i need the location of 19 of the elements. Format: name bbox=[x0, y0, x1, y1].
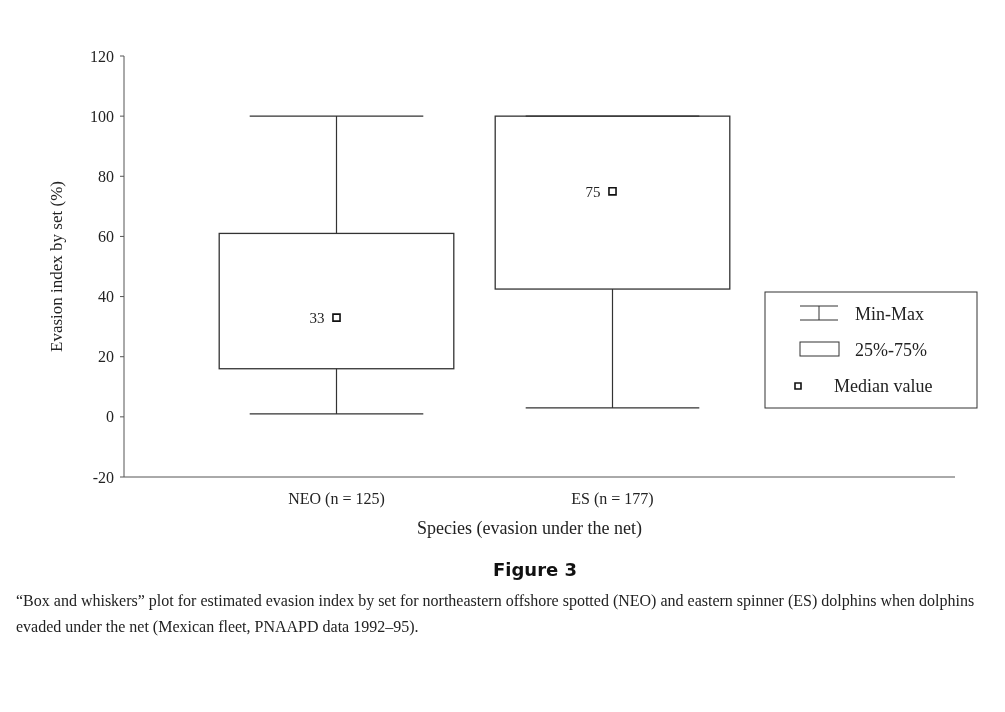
x-tick-label: ES (n = 177) bbox=[571, 490, 654, 508]
text: “Box and whiskers” plot for estimated evasion index by set for northeastern offshore spotted (NEO) and eastern spinner (ES) dolphins when dolphins evaded under the net (Mexican fleet, PNAAPD data 1992–95). bbox=[16, 592, 975, 636]
x-tick-label: NEO (n = 125) bbox=[288, 490, 385, 508]
y-tick-label: 40 bbox=[98, 288, 114, 306]
y-tick-label: 20 bbox=[98, 348, 114, 366]
y-tick-label: -20 bbox=[92, 468, 114, 486]
annotation: 25%-75% bbox=[855, 340, 927, 361]
annotation: 33 bbox=[309, 309, 325, 326]
y-tick-label: 60 bbox=[98, 228, 114, 246]
annotation: Median value bbox=[834, 376, 933, 397]
annotation: Min-Max bbox=[855, 304, 924, 325]
y-axis-title: Evasion index by set (%) bbox=[47, 181, 66, 352]
text: Figure 3 bbox=[492, 559, 578, 580]
y-tick-label: 80 bbox=[98, 167, 114, 185]
y-tick-label: 100 bbox=[90, 107, 114, 125]
x-axis-title: Species (evasion under the net) bbox=[417, 518, 642, 539]
y-tick-label: 120 bbox=[90, 47, 114, 65]
y-tick-label: 0 bbox=[106, 408, 114, 426]
annotation: 75 bbox=[585, 183, 601, 200]
